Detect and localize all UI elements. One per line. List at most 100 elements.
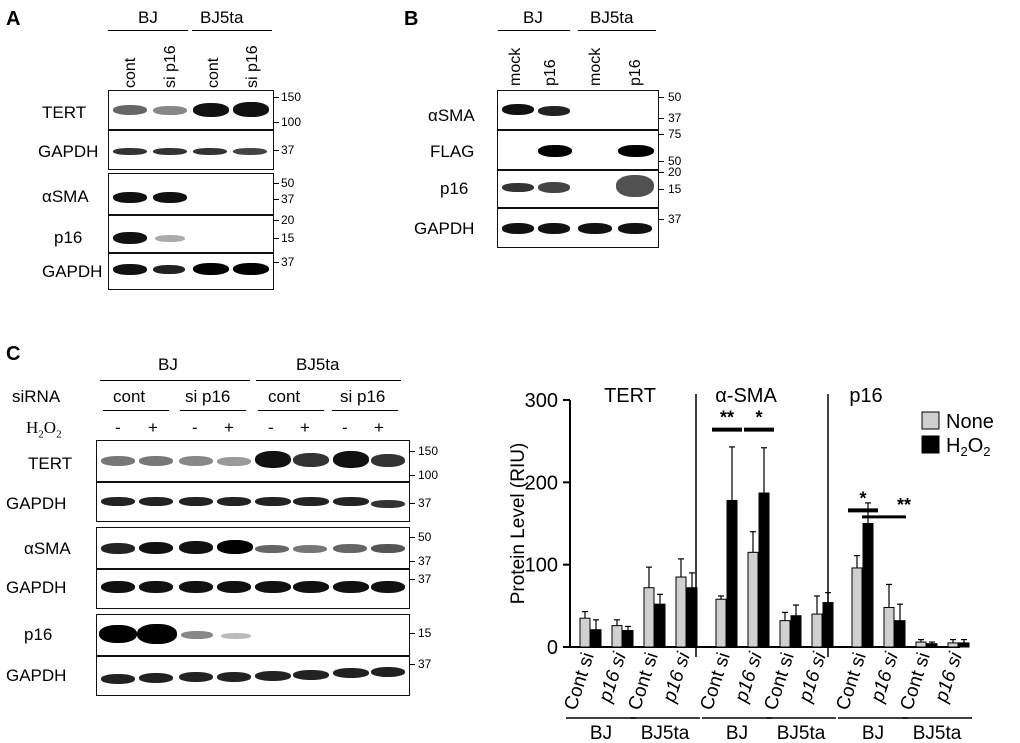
panel-a-group-bj5ta: BJ5ta (200, 8, 244, 27)
section-title-1: TERT (604, 385, 656, 407)
y-tick-label-0: 0 (547, 637, 558, 659)
panel-c-treat-1: - (115, 418, 121, 437)
bar-H2O2-12 (958, 642, 970, 648)
significance-label-2: * (755, 408, 762, 428)
x-tick-label-10: p16 si (867, 649, 903, 705)
panel-b-group-bj5ta: BJ5ta (590, 8, 634, 27)
y-tick-label-300: 300 (525, 390, 558, 412)
panel-c-treat-7: - (342, 418, 348, 437)
panel-c-treat-3: - (192, 418, 198, 437)
bar-H2O2-7 (790, 615, 802, 648)
panel-a-row-gapdh-2: GAPDH (42, 262, 103, 281)
cell-group-label-6: BJ5ta (913, 723, 962, 743)
panel-b-marker-37: 37 (668, 111, 682, 125)
panel-c-blot-gapdh-2 (96, 569, 410, 609)
legend-label-1: None (946, 411, 994, 433)
bar-H2O2-4 (686, 587, 698, 648)
panel-c-sirna-2: si p16 (185, 387, 231, 406)
panel-c-group-bj-line (100, 380, 250, 381)
bar-H2O2-11 (926, 643, 938, 648)
bar-None-9 (851, 567, 863, 648)
x-tick-label-4: p16 si (659, 649, 695, 705)
cell-group-label-4: BJ5ta (777, 723, 826, 743)
y-axis-label: Protein Level (RIU) (508, 443, 529, 605)
y-tick-label-100: 100 (525, 555, 558, 577)
panel-a-row-p16: p16 (54, 228, 83, 247)
bar-H2O2-2 (622, 630, 634, 648)
panel-c-row-p16: p16 (24, 625, 53, 644)
panel-c-sirna-3: cont (268, 387, 301, 406)
x-tick-label-11: Cont si (897, 650, 935, 713)
bar-None-12 (947, 642, 959, 648)
panel-a-marker-37: 37 (281, 143, 295, 157)
panel-c-group-bj5ta: BJ5ta (296, 355, 340, 374)
panel-c-marker-37: 37 (418, 496, 432, 510)
panel-a-group-bj5ta-line (192, 30, 272, 31)
panel-a-blot-gapdh-2 (108, 253, 274, 290)
panel-b-row-flag: FLAG (430, 142, 475, 161)
bar-None-8 (811, 613, 823, 648)
panel-b-row-p16: p16 (440, 179, 469, 198)
x-tick-label-2: p16 si (595, 649, 631, 705)
section-title-2: α-SMA (715, 385, 777, 407)
x-tick-label-7: Cont si (761, 650, 799, 713)
panel-c-row-gapdh-1: GAPDH (6, 494, 67, 513)
panel-a-marker-37c: 37 (281, 255, 295, 269)
panel-b-marker-75: 75 (668, 127, 682, 141)
panel-a-blot-asma (108, 173, 274, 215)
panel-c-letter: C (6, 343, 21, 365)
legend-swatch-1 (921, 411, 940, 430)
panel-c-row-gapdh-2: GAPDH (6, 578, 67, 597)
legend-swatch-2 (921, 435, 940, 454)
panel-b-group-bj-line (498, 30, 570, 31)
panel-a-group-bj-line (108, 30, 188, 31)
panel-b-marker-20: 20 (668, 165, 682, 179)
panel-b-blot-flag (497, 130, 659, 170)
panel-a-blot-tert (108, 90, 274, 130)
bar-H2O2-3 (654, 603, 666, 648)
bar-None-10 (883, 606, 895, 648)
x-tick-label-12: p16 si (931, 649, 967, 705)
panel-b-marker-15: 15 (668, 182, 682, 196)
bar-None-7 (779, 620, 791, 648)
x-tick-label-3: Cont si (625, 650, 663, 713)
panel-c-marker-150: 150 (418, 444, 439, 458)
panel-c-sirna-1: cont (113, 387, 146, 406)
panel-a-row-tert: TERT (42, 103, 87, 122)
panel-b-row-asma: αSMA (428, 106, 475, 125)
panel-b-marker-50: 50 (668, 90, 682, 104)
panel-b-blot-gapdh (497, 208, 659, 248)
cell-group-label-5: BJ (862, 723, 884, 743)
panel-b-marker-37b: 37 (668, 212, 682, 226)
bar-None-6 (747, 551, 759, 648)
panel-c-marker-37c: 37 (418, 572, 432, 586)
section-title-3: p16 (849, 385, 882, 407)
bar-None-4 (675, 576, 687, 648)
panel-c-row-gapdh-3: GAPDH (6, 666, 67, 685)
panel-c-row-tert: TERT (28, 454, 73, 473)
panel-a-group-bj: BJ (138, 8, 158, 27)
bar-None-3 (643, 587, 655, 648)
panel-c-marker-100: 100 (418, 468, 439, 482)
panel-c-marker-37b: 37 (418, 554, 432, 568)
panel-c-treat-4: + (224, 418, 234, 437)
bar-H2O2-8 (822, 602, 834, 648)
panel-c-marker-15: 15 (418, 626, 432, 640)
panel-c-treat-6: + (300, 418, 310, 437)
panel-a-blot-p16 (108, 215, 274, 253)
panel-c-marker-50: 50 (418, 530, 432, 544)
bar-H2O2-9 (862, 523, 874, 648)
panel-c-treat-5: - (268, 418, 274, 437)
y-tick-label-200: 200 (525, 472, 558, 494)
panel-c-marker-37d: 37 (418, 657, 432, 671)
panel-c-blot-gapdh-1 (96, 482, 410, 522)
bar-H2O2-6 (758, 492, 770, 648)
panel-a-marker-20: 20 (281, 213, 295, 227)
bar-H2O2-1 (590, 629, 602, 648)
panel-a-marker-50: 50 (281, 176, 295, 190)
panel-c-treat-8: + (374, 418, 384, 437)
panel-c-blot-asma (96, 527, 410, 569)
x-tick-label-5: Cont si (697, 650, 735, 713)
x-tick-label-8: p16 si (795, 649, 831, 705)
